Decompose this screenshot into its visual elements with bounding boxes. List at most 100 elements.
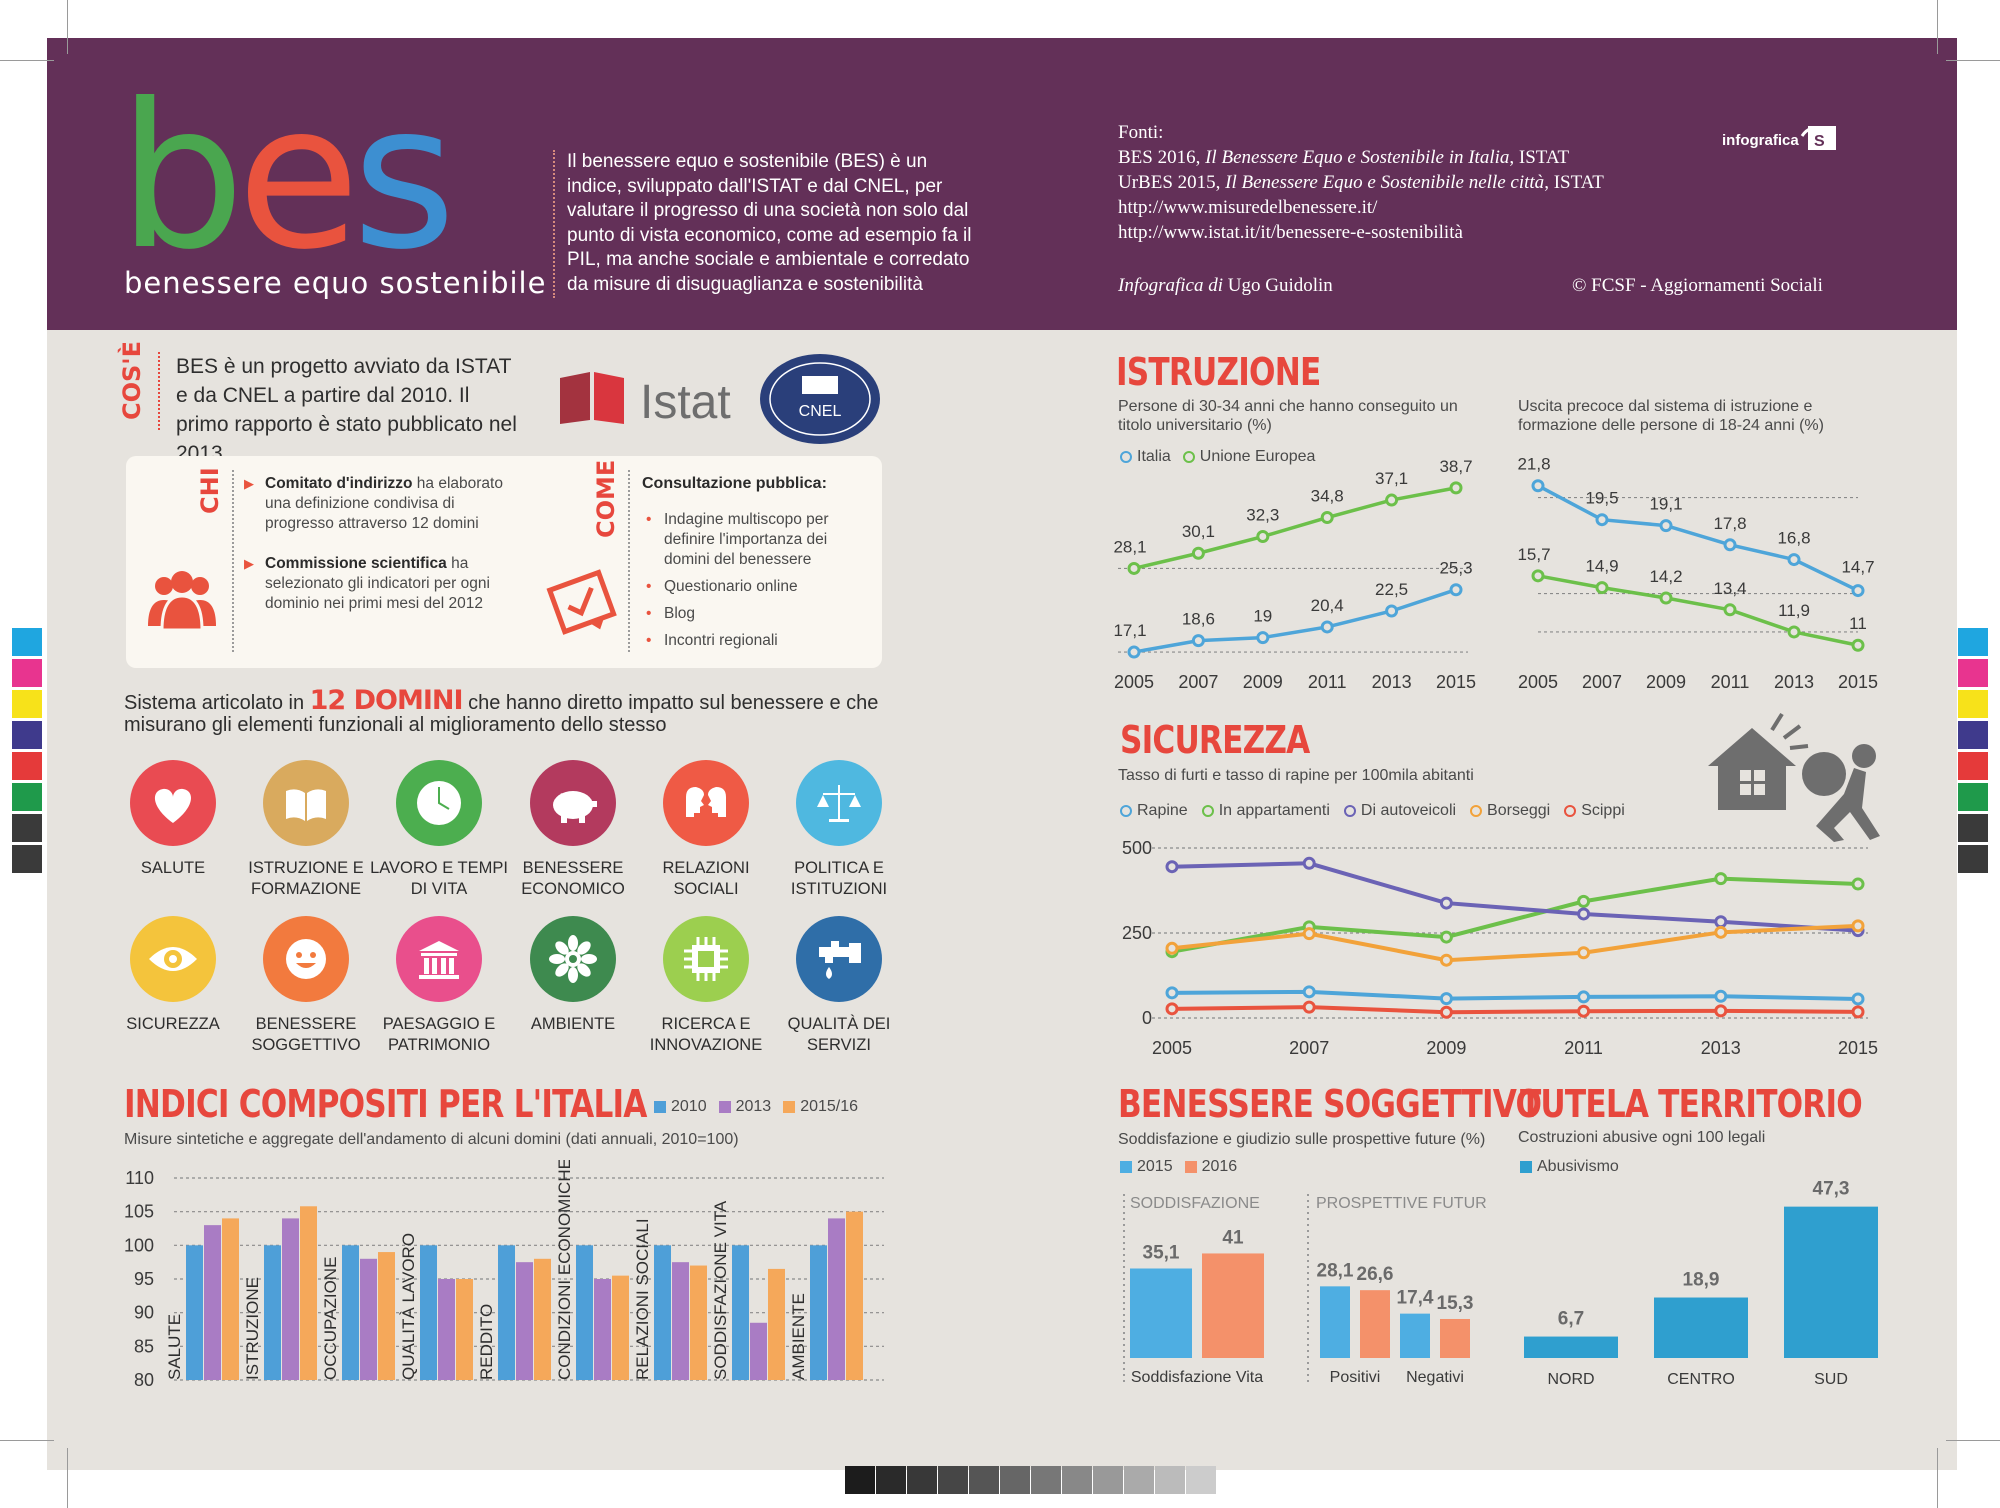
grayscale-swatch bbox=[1062, 1466, 1092, 1494]
domain-label: Benessere economico bbox=[521, 859, 625, 898]
x-tick-label: 2009 bbox=[1243, 672, 1283, 692]
data-point bbox=[1320, 620, 1334, 634]
legend-ring bbox=[1120, 451, 1132, 463]
data-point bbox=[1851, 584, 1865, 598]
x-tick-label: 2015 bbox=[1838, 1038, 1878, 1058]
legend-item: 2015 bbox=[1120, 1158, 1173, 1176]
crop-mark bbox=[1937, 0, 1938, 54]
y-tick-label: 110 bbox=[125, 1168, 154, 1188]
data-label: 14,7 bbox=[1841, 558, 1874, 577]
flower-icon bbox=[549, 935, 597, 983]
data-label: 6,7 bbox=[1558, 1309, 1584, 1330]
registration-swatch bbox=[12, 690, 42, 718]
data-label: 20,4 bbox=[1311, 596, 1344, 615]
legend-swatch bbox=[1120, 1161, 1132, 1173]
legend-item: 2010 bbox=[654, 1098, 707, 1116]
domain-circle bbox=[396, 916, 482, 1002]
bar bbox=[1784, 1206, 1878, 1358]
tap-icon bbox=[819, 941, 861, 979]
domain-label: Ricerca e innovazione bbox=[649, 1015, 763, 1054]
grayscale-swatch bbox=[845, 1466, 875, 1494]
bar bbox=[594, 1279, 611, 1380]
data-point bbox=[1714, 1004, 1728, 1018]
book-icon bbox=[286, 789, 326, 821]
chip-icon bbox=[684, 937, 728, 981]
legend-item: In appartamenti bbox=[1201, 802, 1330, 820]
source-link[interactable]: http://www.istat.it/it/benessere-e-soste… bbox=[1118, 222, 1463, 243]
chi-item: Commissione scientifica ha selezionato g… bbox=[265, 555, 490, 612]
data-point bbox=[1191, 634, 1205, 648]
data-label: 28,1 bbox=[1113, 537, 1146, 556]
burglar-house-icon bbox=[1708, 712, 1880, 842]
data-point bbox=[1851, 919, 1865, 933]
come-item: • Blog bbox=[646, 605, 696, 622]
registration-swatch bbox=[12, 752, 42, 780]
data-label: 17,4 bbox=[1397, 1288, 1434, 1309]
crop-mark bbox=[1937, 1448, 1938, 1508]
bar bbox=[282, 1218, 299, 1380]
uscita-subtitle: Uscita precoce dal sistema di istruzione… bbox=[1518, 398, 1824, 434]
bar bbox=[342, 1245, 359, 1380]
x-tick-label: 2005 bbox=[1152, 1038, 1192, 1058]
x-tick-label: 2007 bbox=[1582, 672, 1622, 692]
x-tick-label: 2011 bbox=[1564, 1038, 1603, 1058]
come-label: COME bbox=[592, 459, 620, 538]
x-tick-label: 2013 bbox=[1372, 672, 1412, 692]
data-label: 21,8 bbox=[1517, 455, 1550, 474]
indici-legend: 2010 2013 2015/16 bbox=[654, 1098, 858, 1116]
data-point bbox=[1851, 1005, 1865, 1019]
data-point bbox=[1449, 583, 1463, 597]
x-tick-label: 2013 bbox=[1701, 1038, 1741, 1058]
source-link[interactable]: http://www.misuredelbenessere.it/ bbox=[1118, 197, 1378, 218]
data-point bbox=[1302, 856, 1316, 870]
indici-chart: 110 105 100 95 90 85 80 SALUTE ISTRUZIONE OCCUPAZ… bbox=[124, 1160, 884, 1390]
svg-text:S: S bbox=[1814, 133, 1825, 150]
y-tick-label: 100 bbox=[124, 1235, 154, 1255]
data-point bbox=[1595, 513, 1609, 527]
crop-mark bbox=[1946, 60, 2000, 61]
copyright-text: © FCSF - Aggiornamenti Sociali bbox=[1572, 275, 1823, 296]
category-label: SUD bbox=[1814, 1371, 1848, 1388]
logo-letter-s: s bbox=[352, 61, 456, 294]
data-point bbox=[1320, 511, 1334, 525]
y-tick-label: 500 bbox=[1122, 838, 1152, 858]
bes-logo: bes bbox=[118, 61, 456, 294]
come-item: • Questionario online bbox=[646, 578, 798, 595]
data-label: 37,1 bbox=[1375, 469, 1408, 488]
clock-icon bbox=[417, 781, 461, 825]
data-point bbox=[1302, 1000, 1316, 1014]
category-label: RELAZIONI SOCIALI bbox=[633, 1218, 652, 1380]
legend-item: 2015/16 bbox=[783, 1098, 858, 1116]
legend-swatch bbox=[783, 1101, 796, 1113]
faces-icon bbox=[686, 787, 726, 817]
istruzione-chart: 17,1 18,6 19 20,4 22,5 25,3 28,1 30,1 32,3 34,8 37… bbox=[1113, 460, 1476, 692]
legend-item: Scippi bbox=[1564, 802, 1625, 820]
data-point bbox=[1302, 927, 1316, 941]
y-tick-label: 80 bbox=[134, 1370, 154, 1390]
grayscale-swatch bbox=[938, 1466, 968, 1494]
piggy-bank-icon bbox=[553, 791, 597, 823]
x-tick-label: 2007 bbox=[1289, 1038, 1329, 1058]
data-point bbox=[1723, 603, 1737, 617]
domain-circle bbox=[663, 760, 749, 846]
domain-item: Ambiente bbox=[503, 916, 643, 1035]
bar bbox=[498, 1245, 515, 1380]
registration-swatch bbox=[1958, 690, 1988, 718]
registration-swatch bbox=[1958, 628, 1988, 656]
x-tick-label: 2013 bbox=[1774, 672, 1814, 692]
legend-ring bbox=[1201, 805, 1214, 817]
legend-item: 2013 bbox=[718, 1098, 771, 1116]
domain-label: Sicurezza bbox=[126, 1015, 220, 1033]
data-label: 32,3 bbox=[1246, 506, 1279, 525]
bar-2015 bbox=[1130, 1268, 1192, 1358]
data-point bbox=[1165, 1002, 1179, 1016]
bar bbox=[534, 1258, 551, 1380]
registration-swatch bbox=[1958, 721, 1988, 749]
soggettivo-chart: SODDISFAZIONE PROSPETTIVE FUTURE 35,1 41 Sod… bbox=[1123, 1194, 1486, 1386]
category-label: NORD bbox=[1547, 1371, 1594, 1388]
checklist-icon bbox=[546, 569, 617, 635]
author-credit: Infografica di Ugo Guidolin bbox=[1118, 275, 1333, 296]
domain-circle bbox=[130, 916, 216, 1002]
legend-ring bbox=[1564, 805, 1577, 817]
